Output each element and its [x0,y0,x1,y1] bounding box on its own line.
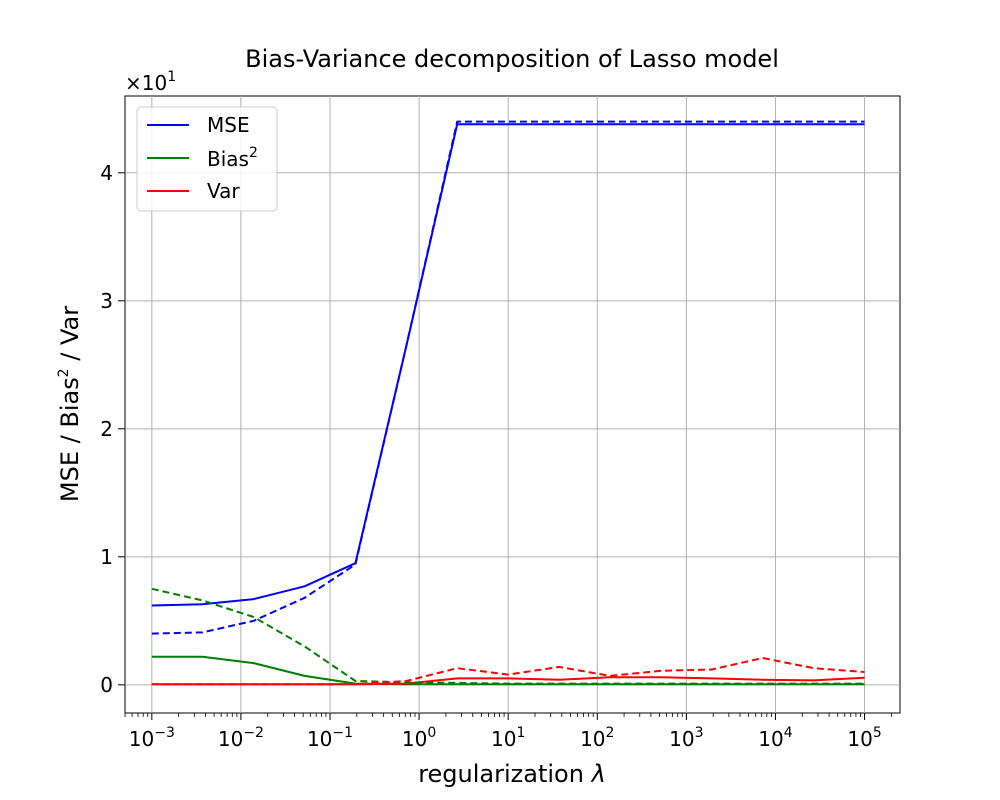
legend-box [136,106,278,212]
y-tick-label: 1 [100,545,113,569]
legend-label-bias: Bias2 [207,145,258,171]
y-tick-label: 3 [100,289,113,313]
x-tick-label: 102 [580,725,614,751]
legend-label-var: Var [207,179,240,203]
series-line-mse [151,123,865,607]
y-tick-label: 0 [100,673,113,697]
legend-label-mse: MSE [207,113,250,137]
y-multiplier-label: ×101 [125,69,176,95]
x-tick-label: 10−1 [307,725,353,751]
legend: MSE Bias2 Var [136,106,278,212]
x-tick-label: 10−2 [218,725,264,751]
series-line-dashed-5 [151,657,865,686]
plot-frame [124,95,901,714]
x-tick-label: 103 [669,725,703,751]
x-axis-label: regularization λ [418,760,606,788]
x-tick-label: 104 [758,725,792,751]
x-tick-label: 101 [491,725,525,751]
y-axis-ticks: 0 1 2 3 4 [100,161,125,697]
series-line-var [151,676,865,686]
chart-title: Bias-Variance decomposition of Lasso mod… [245,45,779,73]
series-layer [151,120,865,686]
x-axis-ticks: 10−3 10−2 10−1 100 101 102 103 104 105 [124,713,892,751]
y-tick-label: 4 [100,161,113,185]
y-axis-label: MSE / Bias2 / Var [56,306,84,502]
x-tick-label: 105 [847,725,881,751]
series-line-dashed-3 [151,120,865,635]
x-tick-label: 100 [402,725,436,751]
x-tick-label: 10−3 [129,725,175,751]
series-line-dashed-4 [151,587,865,685]
y-tick-label: 2 [100,417,113,441]
